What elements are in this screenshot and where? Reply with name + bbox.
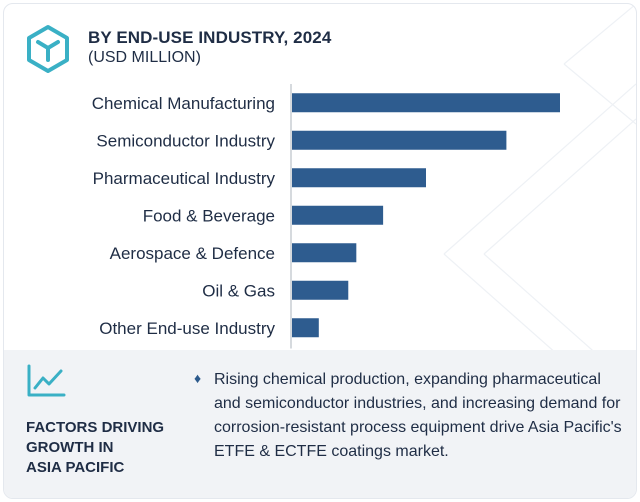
factors-text: Rising chemical production, expanding ph… [214,371,622,460]
factors-panel: FACTORS DRIVING GROWTH IN ASIA PACIFIC ♦… [4,350,636,498]
category-label: Other End-use Industry [99,319,275,338]
chart-card: BY END-USE INDUSTRY, 2024 (USD MILLION) … [3,3,637,499]
bar-food-beverage [292,205,384,225]
bar-other-end-use-industry [292,318,319,338]
factors-title: FACTORS DRIVING GROWTH IN ASIA PACIFIC [26,419,165,476]
bar-chart: Chemical Manufacturing Semiconductor Indu… [92,84,560,349]
bar-pharmaceutical-industry [292,168,426,188]
diamond-bullet-icon: ♦ [194,370,202,386]
category-label: Chemical Manufacturing [92,94,275,113]
chart-title: BY END-USE INDUSTRY, 2024 [88,28,332,47]
bar-semiconductor-industry [292,130,507,150]
category-label: Semiconductor Industry [96,131,275,150]
category-label: Pharmaceutical Industry [93,169,276,188]
category-label: Food & Beverage [143,206,275,225]
chart-subtitle: (USD MILLION) [88,49,201,66]
trend-line-icon [27,364,66,397]
hexagon-cube-icon [27,25,69,73]
category-label: Oil & Gas [202,281,275,300]
bar-aerospace-defence [292,243,357,263]
category-label: Aerospace & Defence [110,244,275,263]
bar-chemical-manufacturing [292,93,560,113]
bar-oil-gas [292,280,349,300]
